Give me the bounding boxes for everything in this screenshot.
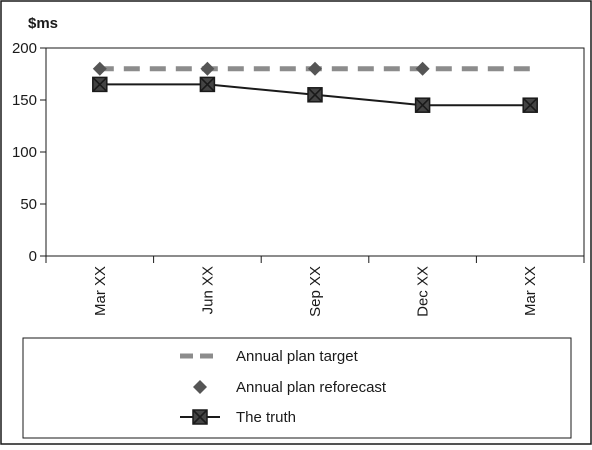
x-tick-label: Dec XX — [415, 266, 432, 317]
legend-entry-label: Annual plan target — [236, 348, 359, 365]
x-tick-label: Jun XX — [199, 266, 216, 314]
y-tick-label: 50 — [20, 196, 37, 213]
legend-box — [22, 337, 572, 439]
legend-reforecast-swatch — [193, 380, 207, 394]
truth-x-marker — [415, 97, 431, 113]
y-axis-ticks: 0 50 100 150 200 — [12, 40, 46, 265]
legend-entry-label: Annual plan reforecast — [236, 379, 387, 396]
legend-entry-label: The truth — [236, 409, 296, 426]
truth-x-marker — [307, 87, 323, 103]
truth-x-marker — [522, 97, 538, 113]
x-tick-label: Mar XX — [522, 266, 539, 316]
x-tick-label: Mar XX — [92, 266, 109, 316]
series-layer — [92, 61, 538, 113]
truth-x-marker — [92, 76, 108, 92]
x-axis-ticks: Mar XX Jun XX Sep XX Dec XX Mar XX — [45, 256, 585, 317]
x-tick-label: Sep XX — [307, 266, 324, 317]
truth-x-marker — [199, 76, 215, 92]
y-tick-label: 100 — [12, 144, 37, 161]
reforecast-diamond-marker — [308, 61, 322, 76]
reforecast-diamond-marker — [200, 61, 215, 76]
legend-truth-swatch-x — [192, 409, 208, 425]
y-tick-label: 0 — [29, 248, 37, 265]
reforecast-diamond-marker — [92, 61, 107, 76]
legend: Annual plan target Annual plan reforecast… — [180, 348, 387, 426]
y-tick-label: 200 — [12, 40, 37, 57]
reforecast-diamond-marker — [415, 61, 430, 76]
y-axis-label: $ms — [28, 15, 58, 32]
y-tick-label: 150 — [12, 92, 37, 109]
